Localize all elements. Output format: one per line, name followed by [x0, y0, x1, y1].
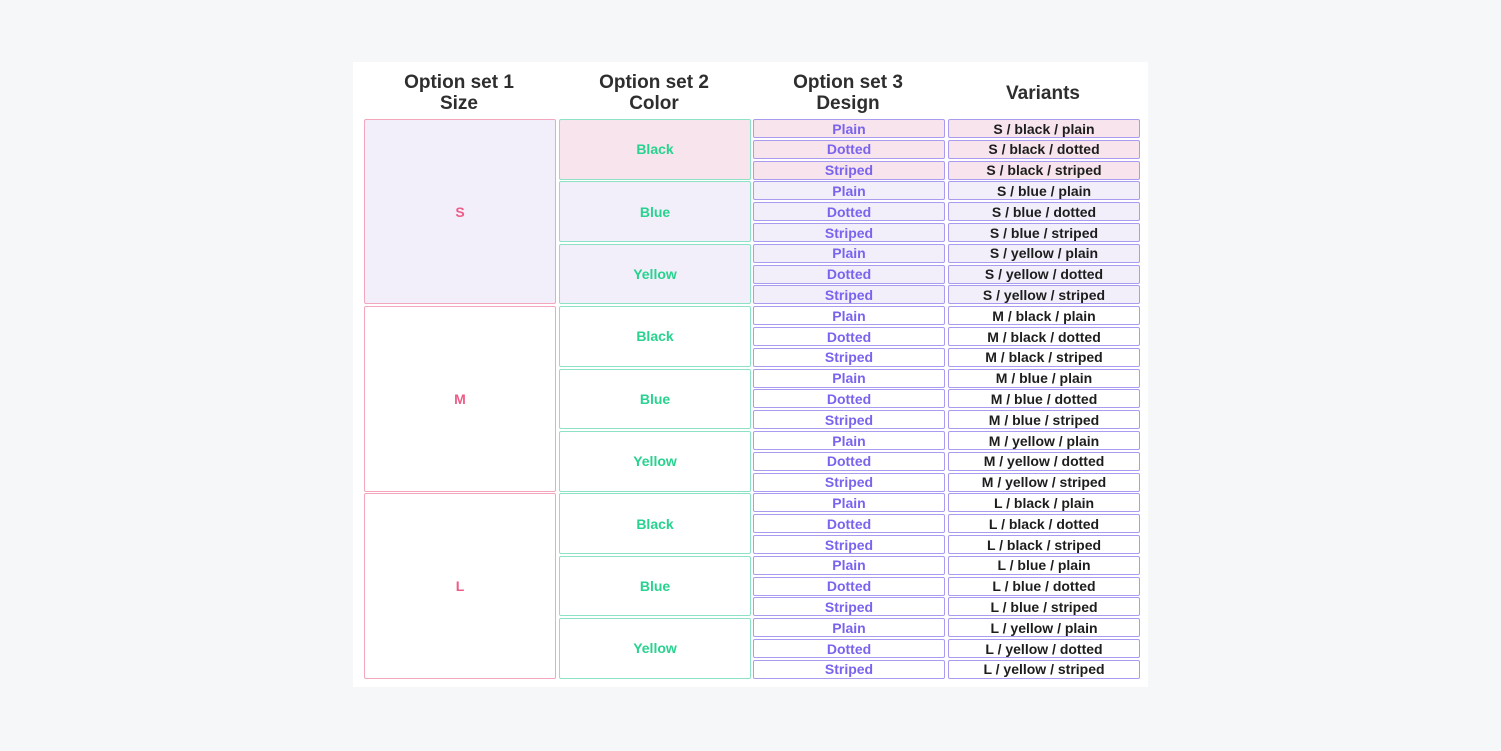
header-color-label: Color	[629, 93, 679, 114]
color-cell-m-blue: Blue	[559, 368, 751, 430]
variant-cell: S / blue / striped	[948, 223, 1140, 242]
design-cell: Striped	[753, 285, 945, 305]
color-cell-m-black: Black	[559, 306, 751, 367]
color-cell-l-black: Black	[559, 493, 751, 554]
design-cell: Plain	[753, 306, 945, 326]
variant-cell: L / black / dotted	[948, 514, 1140, 534]
design-cell: Striped	[753, 410, 945, 430]
header-variants-label: Variants	[1006, 82, 1080, 104]
variant-cell: S / blue / dotted	[948, 202, 1140, 222]
variant-cell: M / black / plain	[948, 306, 1140, 326]
variant-cell: L / black / plain	[948, 493, 1140, 513]
variant-cell: S / blue / plain	[948, 181, 1140, 201]
design-cell: Striped	[753, 597, 945, 617]
design-cell: Plain	[753, 368, 945, 388]
color-cell-l-blue: Blue	[559, 555, 751, 617]
variant-cell: M / yellow / dotted	[948, 451, 1140, 471]
variant-cell: L / yellow / plain	[948, 618, 1140, 638]
color-cell-l-yellow: Yellow	[559, 618, 751, 679]
variant-cell: S / black / striped	[948, 160, 1140, 180]
header-variants: Variants	[948, 68, 1138, 118]
design-cell: Dotted	[753, 389, 945, 409]
design-cell: Striped	[753, 347, 945, 367]
design-cell: Dotted	[753, 202, 945, 222]
design-cell: Dotted	[753, 327, 945, 346]
design-cell: Plain	[753, 119, 945, 138]
header-option-set-3-label: Option set 3	[793, 72, 903, 93]
variant-cell: M / blue / plain	[948, 368, 1140, 388]
design-cell: Dotted	[753, 451, 945, 471]
design-cell: Plain	[753, 618, 945, 638]
design-cell: Striped	[753, 160, 945, 180]
variant-cell: M / blue / striped	[948, 410, 1140, 430]
variant-cell: M / yellow / plain	[948, 431, 1140, 450]
design-cell: Dotted	[753, 576, 945, 596]
variant-cell: M / blue / dotted	[948, 389, 1140, 409]
design-cell: Plain	[753, 181, 945, 201]
variant-cell: L / black / striped	[948, 535, 1140, 554]
variant-cell: M / black / dotted	[948, 327, 1140, 346]
design-cell: Striped	[753, 535, 945, 554]
variant-cell: M / yellow / striped	[948, 472, 1140, 492]
design-cell: Plain	[753, 243, 945, 263]
variant-cell: S / black / plain	[948, 119, 1140, 138]
design-cell: Dotted	[753, 639, 945, 658]
design-cell: Striped	[753, 472, 945, 492]
header-size-label: Size	[439, 93, 479, 114]
variant-diagram: Option set 1 Size Option set 2 Color Opt…	[353, 62, 1148, 687]
variant-cell: L / blue / striped	[948, 597, 1140, 617]
variant-cell: L / yellow / striped	[948, 659, 1140, 679]
design-cell: Striped	[753, 223, 945, 242]
variant-cell: S / yellow / plain	[948, 243, 1140, 263]
size-cell-m: M	[364, 306, 556, 492]
variant-cell: S / black / dotted	[948, 139, 1140, 159]
design-cell: Plain	[753, 431, 945, 450]
design-cell: Dotted	[753, 264, 945, 284]
variant-cell: S / yellow / striped	[948, 285, 1140, 305]
header-option-set-2-label: Option set 2	[599, 72, 709, 93]
design-cell: Dotted	[753, 139, 945, 159]
color-cell-m-yellow: Yellow	[559, 431, 751, 492]
header-design-label: Design	[816, 93, 880, 114]
design-cell: Plain	[753, 493, 945, 513]
header-option-set-1-label: Option set 1	[404, 72, 514, 93]
design-cell: Plain	[753, 555, 945, 575]
size-cell-s: S	[364, 119, 556, 305]
variant-cell: L / blue / dotted	[948, 576, 1140, 596]
header-option-set-2: Option set 2 Color	[559, 68, 749, 118]
header-option-set-1: Option set 1 Size	[364, 68, 554, 118]
variant-cell: L / yellow / dotted	[948, 639, 1140, 658]
color-cell-s-black: Black	[559, 119, 751, 180]
size-cell-l: L	[364, 493, 556, 679]
variant-cell: M / black / striped	[948, 347, 1140, 367]
header-option-set-3: Option set 3 Design	[753, 68, 943, 118]
design-cell: Dotted	[753, 514, 945, 534]
color-cell-s-yellow: Yellow	[559, 243, 751, 305]
variant-cell: S / yellow / dotted	[948, 264, 1140, 284]
design-cell: Striped	[753, 659, 945, 679]
color-cell-s-blue: Blue	[559, 181, 751, 242]
variant-cell: L / blue / plain	[948, 555, 1140, 575]
